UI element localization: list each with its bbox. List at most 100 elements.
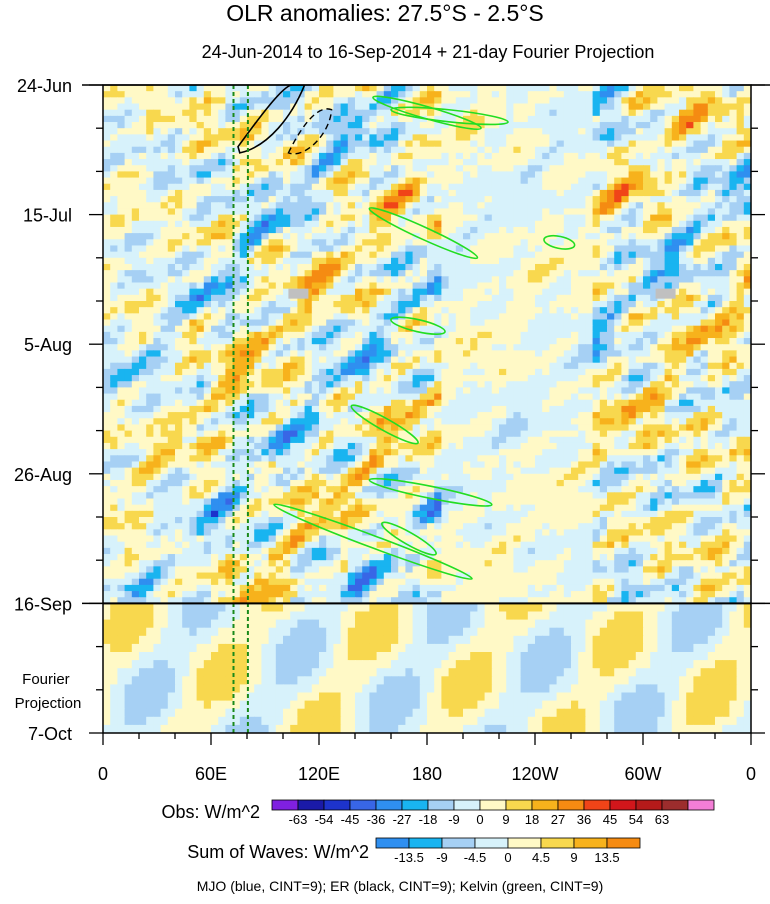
heatmap-cell: [232, 152, 241, 160]
heatmap-cell: [513, 399, 522, 407]
heatmap-cell: [427, 251, 435, 259]
heatmap-cell: [347, 214, 356, 222]
heatmap-cell: [376, 122, 385, 129]
heatmap-cell: [535, 375, 543, 382]
heatmap-cell: [599, 134, 608, 142]
heatmap-cell: [470, 313, 478, 321]
heatmap-cell: [441, 350, 450, 358]
heatmap-cell: [153, 301, 162, 308]
heatmap-cell: [391, 245, 399, 253]
heatmap-cell: [239, 375, 248, 382]
heatmap-cell: [131, 257, 140, 265]
heatmap-cell: [110, 263, 118, 271]
heatmap-cell: [117, 270, 126, 277]
heatmap-cell: [434, 270, 442, 277]
heatmap-cell: [671, 85, 680, 92]
heatmap-cell: [427, 282, 435, 290]
heatmap-cell: [153, 152, 162, 160]
heatmap-cell: [506, 362, 514, 370]
heatmap-cell: [628, 134, 637, 142]
heatmap-cell: [506, 220, 514, 228]
heatmap-cell: [268, 362, 277, 370]
heatmap-cell: [628, 109, 637, 117]
heatmap-cell: [664, 239, 673, 247]
heatmap-cell: [239, 152, 248, 160]
heatmap-cell: [448, 375, 457, 382]
heatmap-cell: [736, 251, 745, 259]
heatmap-cell: [628, 146, 637, 154]
heatmap-cell: [232, 239, 241, 247]
heatmap-cell: [571, 418, 579, 426]
heatmap-cell: [635, 368, 644, 376]
heatmap-cell: [628, 294, 637, 302]
heatmap-cell: [103, 393, 111, 401]
heatmap-cell: [347, 103, 356, 111]
heatmap-cell: [311, 288, 320, 296]
heatmap-cell: [679, 288, 687, 296]
heatmap-cell: [499, 356, 507, 364]
heatmap-cell: [664, 368, 673, 376]
heatmap-cell: [563, 263, 572, 271]
heatmap-cell: [146, 159, 154, 166]
heatmap-cell: [124, 159, 133, 166]
heatmap-cell: [311, 381, 320, 388]
heatmap-cell: [355, 103, 363, 111]
heatmap-cell: [383, 393, 392, 401]
heatmap-cell: [319, 251, 327, 259]
heatmap-cell: [139, 171, 147, 179]
heatmap-cell: [743, 220, 751, 228]
heatmap-cell: [693, 263, 702, 271]
heatmap-cell: [671, 356, 680, 364]
heatmap-cell: [643, 103, 651, 111]
heatmap-cell: [506, 103, 514, 111]
heatmap-cell: [304, 344, 313, 351]
heatmap-cell: [635, 152, 644, 160]
heatmap-cell: [117, 424, 126, 432]
heatmap-cell: [319, 375, 327, 382]
heatmap-cell: [614, 103, 622, 111]
heatmap-cell: [635, 177, 644, 185]
heatmap-cell: [700, 177, 709, 185]
heatmap-cell: [506, 313, 514, 321]
heatmap-cell: [175, 239, 183, 247]
heatmap-cell: [110, 350, 118, 358]
heatmap-cell: [326, 159, 334, 166]
heatmap-cell: [635, 344, 644, 351]
heatmap-cell: [506, 288, 514, 296]
heatmap-cell: [268, 214, 277, 222]
heatmap-cell: [211, 418, 219, 426]
heatmap-cell: [563, 159, 572, 166]
heatmap-cell: [398, 331, 406, 339]
heatmap-cell: [455, 97, 464, 105]
heatmap-cell: [110, 288, 118, 296]
heatmap-cell: [715, 220, 723, 228]
heatmap-cell: [369, 251, 378, 259]
heatmap-cell: [203, 220, 212, 228]
heatmap-cell: [110, 424, 118, 432]
heatmap-cell: [297, 109, 306, 117]
heatmap-cell: [585, 233, 594, 240]
heatmap-cell: [477, 350, 486, 358]
heatmap-cell: [657, 165, 666, 172]
heatmap-cell: [743, 368, 751, 376]
heatmap-cell: [167, 233, 176, 240]
heatmap-cell: [347, 146, 356, 154]
heatmap-cell: [124, 189, 133, 197]
heatmap-cell: [103, 233, 111, 240]
heatmap-cell: [153, 189, 162, 197]
heatmap-cell: [261, 270, 270, 277]
heatmap-cell: [736, 276, 745, 284]
heatmap-cell: [621, 165, 630, 172]
heatmap-cell: [283, 307, 291, 314]
heatmap-cell: [707, 103, 716, 111]
heatmap-cell: [254, 91, 262, 98]
heatmap-cell: [139, 183, 147, 191]
heatmap-cell: [491, 301, 500, 308]
heatmap-cell: [182, 251, 190, 259]
heatmap-cell: [563, 128, 572, 135]
heatmap-cell: [700, 375, 709, 382]
heatmap-cell: [686, 362, 694, 370]
heatmap-cell: [297, 122, 306, 129]
heatmap-cell: [247, 226, 255, 234]
heatmap-cell: [283, 183, 291, 191]
